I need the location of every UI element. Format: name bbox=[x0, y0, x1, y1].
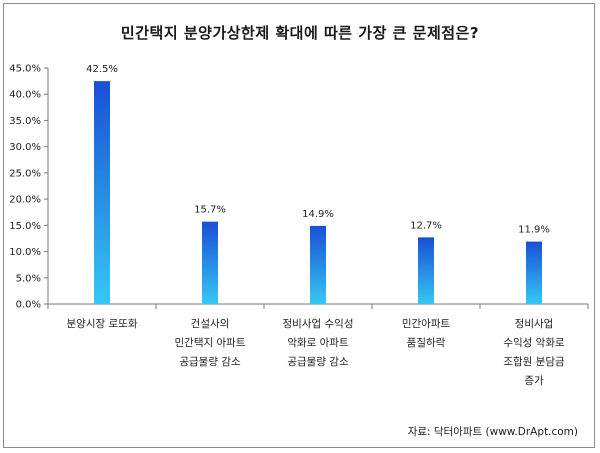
y-tick-label: 45.0% bbox=[9, 64, 41, 75]
category-label: 공급물량 감소 bbox=[179, 356, 241, 368]
y-tick-label: 20.0% bbox=[9, 195, 41, 206]
category-label: 악화로 아파트 bbox=[287, 337, 349, 349]
category-label: 건설사의 bbox=[191, 318, 230, 330]
category-label: 조합원 분담금 bbox=[503, 356, 565, 368]
bar bbox=[418, 237, 434, 304]
y-tick-label: 0.0% bbox=[16, 300, 41, 311]
category-label: 품질하락 bbox=[407, 336, 446, 349]
bar bbox=[94, 81, 110, 304]
category-label: 공급물량 감소 bbox=[287, 356, 349, 368]
y-tick-label: 25.0% bbox=[9, 168, 41, 179]
data-label: 11.9% bbox=[518, 225, 550, 236]
data-label: 12.7% bbox=[410, 220, 442, 231]
bar bbox=[202, 221, 218, 304]
category-label: 민간아파트 bbox=[402, 318, 451, 330]
category-label: 정비사업 bbox=[515, 317, 554, 330]
y-tick-label: 10.0% bbox=[9, 247, 41, 258]
bar bbox=[310, 225, 326, 304]
y-tick-label: 15.0% bbox=[9, 221, 41, 232]
y-tick-label: 40.0% bbox=[9, 90, 41, 101]
category-label: 정비사업 수익성 bbox=[283, 317, 354, 330]
source-note: 자료: 닥터아파트 (www.DrApt.com) bbox=[407, 426, 578, 438]
data-label: 14.9% bbox=[302, 209, 334, 220]
y-tick-label: 5.0% bbox=[16, 273, 41, 284]
category-label: 증가 bbox=[524, 375, 544, 387]
chart-title: 민간택지 분양가상한제 확대에 따른 가장 큰 문제점은? bbox=[120, 24, 480, 42]
category-label: 분양시장 로또화 bbox=[67, 318, 138, 330]
bar bbox=[526, 241, 542, 304]
category-label: 민간택지 아파트 bbox=[175, 337, 246, 349]
data-label: 42.5% bbox=[86, 64, 118, 75]
category-label: 수익성 악화로 bbox=[503, 337, 565, 349]
y-tick-label: 35.0% bbox=[9, 116, 41, 127]
y-tick-label: 30.0% bbox=[9, 142, 41, 153]
data-label: 15.7% bbox=[194, 205, 226, 216]
